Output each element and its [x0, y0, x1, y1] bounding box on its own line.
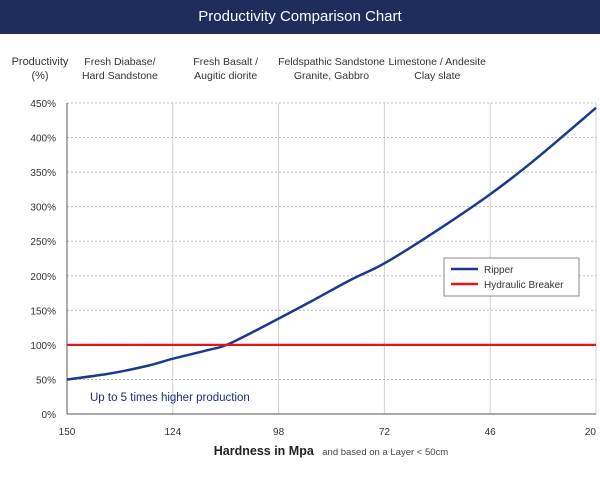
series-line-ripper — [66, 106, 597, 381]
y-tick-label: 300% — [30, 203, 56, 214]
legend-box — [443, 257, 580, 297]
legend-ripper-label: Ripper — [484, 265, 514, 276]
x-tick-label: 46 — [485, 427, 497, 438]
horizontal-gridlines — [67, 102, 596, 380]
legend: Ripper Hydraulic Breaker — [443, 257, 580, 297]
y-axis-tick-labels: 0% 50% 100% 150% 200% 250% 300% 350% 400% 450% — [30, 99, 56, 421]
x-axis-title: Hardness in Mpa and based on a Layer < 5… — [214, 442, 449, 459]
vertical-gridlines — [172, 103, 597, 414]
chart-title: Productivity Comparison Chart — [0, 0, 600, 34]
rock-category-label: Fresh Basalt / — [193, 56, 258, 68]
y-tick-label: 100% — [30, 341, 56, 352]
x-axis-tick-labels: 150 124 98 72 46 20 — [59, 427, 597, 438]
rock-category-label: Augitic diorite — [194, 70, 257, 82]
annotation-text: Up to 5 times higher production — [90, 392, 250, 404]
y-axis-title-line-2: (%) — [31, 70, 48, 82]
y-tick-label: 200% — [30, 272, 56, 283]
rock-category-label: Granite, Gabbro — [294, 70, 369, 82]
y-tick-label: 250% — [30, 237, 56, 248]
x-tick-label: 150 — [59, 427, 76, 438]
y-tick-label: 0% — [42, 410, 57, 421]
rock-category-label: Hard Sandstone — [82, 70, 158, 82]
x-tick-label: 98 — [273, 427, 285, 438]
rock-category-label: Feldspathic Sandstone — [278, 56, 385, 68]
x-axis-title-note: and based on a Layer < 50cm — [322, 447, 448, 458]
rock-category-label: Limestone / Andesite — [389, 56, 487, 68]
legend-hydraulic-breaker-label: Hydraulic Breaker — [484, 280, 564, 291]
rock-category-labels: Fresh Diabase/Hard Sandstone Fresh Basalt… — [82, 56, 486, 82]
x-axis-title-main: Hardness in Mpa — [214, 444, 315, 458]
x-tick-label: 72 — [379, 427, 391, 438]
y-tick-label: 400% — [30, 134, 56, 145]
y-tick-label: 50% — [36, 375, 56, 386]
y-tick-label: 350% — [30, 168, 56, 179]
y-tick-label: 150% — [30, 306, 56, 317]
x-tick-label: 20 — [585, 427, 597, 438]
x-tick-label: 124 — [164, 427, 181, 438]
rock-category-label: Clay slate — [414, 70, 460, 82]
y-axis-title-line-1: Productivity — [12, 56, 69, 68]
rock-category-label: Fresh Diabase/ — [84, 56, 155, 68]
data-series — [66, 106, 597, 381]
y-tick-label: 450% — [30, 99, 56, 110]
